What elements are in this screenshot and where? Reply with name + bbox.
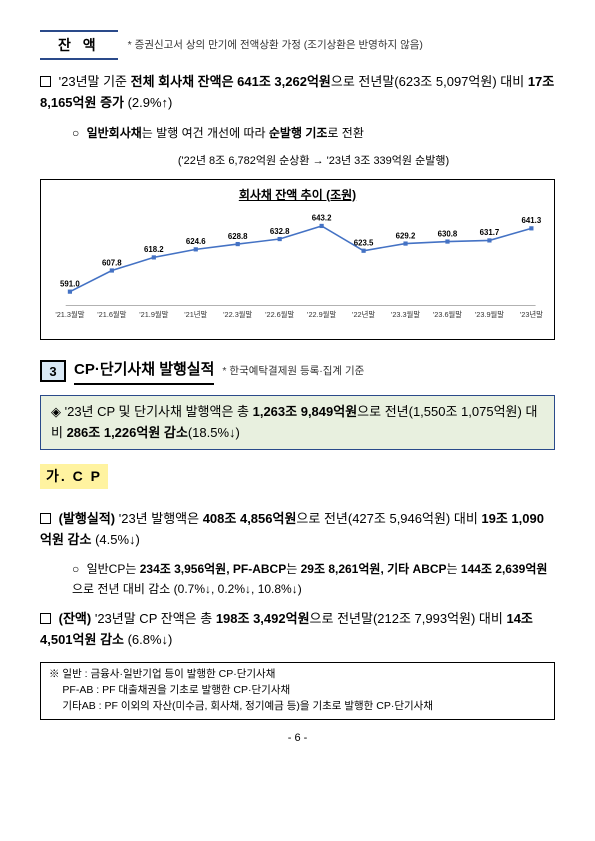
def-line: PF-AB : PF 대출채권을 기초로 발행한 CP·단기사채	[49, 683, 546, 699]
checkbox-icon	[40, 613, 51, 624]
svg-text:'23.6월말: '23.6월말	[433, 310, 462, 319]
svg-text:629.2: 629.2	[396, 231, 416, 240]
page-number: - 6 -	[40, 730, 555, 748]
svg-text:'23.3월말: '23.3월말	[391, 310, 420, 319]
svg-text:'23.9월말: '23.9월말	[475, 310, 504, 319]
balance-para1: '23년말 기준 전체 회사채 잔액은 641조 3,262억원으로 전년말(6…	[40, 72, 555, 114]
section3-heading: 3 CP·단기사채 발행실적 * 한국예탁결제원 등록·집계 기준	[40, 358, 555, 385]
svg-text:607.8: 607.8	[102, 258, 122, 267]
svg-text:'22.6월말: '22.6월말	[265, 310, 294, 319]
cp-para2: ○ 일반CP는 234조 3,956억원, PF-ABCP는 29조 8,261…	[72, 560, 555, 598]
svg-text:643.2: 643.2	[312, 214, 332, 223]
checkbox-icon	[40, 513, 51, 524]
cp-para3: (잔액) '23년말 CP 잔액은 총 198조 3,492억원으로 전년말(2…	[40, 609, 555, 651]
def-line: 기타AB : PF 이외의 자산(미수금, 회사채, 정기예금 등)을 기초로 …	[49, 699, 546, 715]
svg-text:'21년말: '21년말	[184, 310, 207, 319]
svg-text:618.2: 618.2	[144, 245, 164, 254]
svg-text:623.5: 623.5	[354, 238, 374, 247]
svg-text:632.8: 632.8	[270, 227, 290, 236]
svg-text:631.7: 631.7	[480, 228, 500, 237]
highlight-box: ◈ '23년 CP 및 단기사채 발행액은 총 1,263조 9,849억원으로…	[40, 395, 555, 451]
svg-text:630.8: 630.8	[438, 229, 458, 238]
svg-text:641.3: 641.3	[522, 216, 542, 225]
svg-text:624.6: 624.6	[186, 237, 206, 246]
svg-text:'21.9월말: '21.9월말	[139, 310, 168, 319]
svg-text:'22.9월말: '22.9월말	[307, 310, 336, 319]
balance-para2: ○ 일반회사채는 발행 여건 개선에 따라 순발행 기조로 전환	[72, 124, 555, 143]
section3-note: * 한국예탁결제원 등록·집계 기준	[222, 363, 364, 380]
svg-text:'21.6월말: '21.6월말	[97, 310, 126, 319]
checkbox-icon	[40, 76, 51, 87]
cp-para1: (발행실적) '23년 발행액은 408조 4,856억원으로 전년(427조 …	[40, 509, 555, 551]
balance-subnote: ('22년 8조 6,782억원 순상환 → '23년 3조 339억원 순발행…	[72, 153, 555, 171]
balance-note: * 증권신고서 상의 만기에 전액상환 가정 (조기상환은 반영하지 않음)	[128, 37, 423, 54]
svg-text:628.8: 628.8	[228, 232, 248, 241]
svg-text:'22년말: '22년말	[352, 310, 375, 319]
balance-label: 잔 액	[40, 30, 118, 60]
circle-bullet-icon: ○	[72, 560, 79, 579]
svg-text:'21.3월말: '21.3월말	[55, 310, 84, 319]
svg-text:'22.3월말: '22.3월말	[223, 310, 252, 319]
balance-heading: 잔 액 * 증권신고서 상의 만기에 전액상환 가정 (조기상환은 반영하지 않…	[40, 30, 555, 60]
cp-subheading: 가. C P	[40, 464, 108, 488]
definitions-box: ※ 일반 : 금융사·일반기업 등이 발행한 CP·단기사채 PF-AB : P…	[40, 662, 555, 719]
chart-container: 회사채 잔액 추이 (조원) 591.0 '21.3월말 607.8 '21.6월말 6…	[40, 179, 555, 340]
chart-title: 회사채 잔액 추이 (조원)	[51, 186, 544, 205]
svg-text:591.0: 591.0	[60, 279, 80, 288]
svg-text:'23년말: '23년말	[520, 310, 543, 319]
line-chart: 591.0 '21.3월말 607.8 '21.6월말 618.2 '21.9월말 624.…	[51, 209, 544, 335]
circle-bullet-icon: ○	[72, 124, 79, 143]
def-line: ※ 일반 : 금융사·일반기업 등이 발행한 CP·단기사채	[49, 667, 546, 683]
section-number: 3	[40, 360, 66, 382]
section3-title: CP·단기사채 발행실적	[74, 358, 214, 385]
